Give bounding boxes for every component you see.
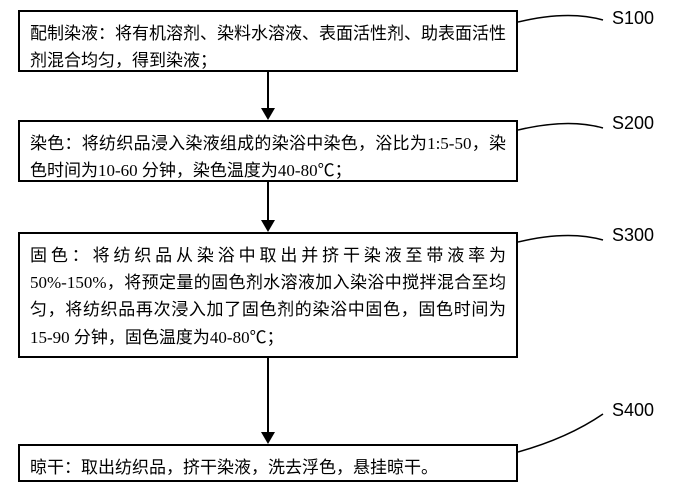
step-text: 染色：将纺织品浸入染液组成的染浴中染色，浴比为1:5-50，染色时间为10-60… bbox=[30, 134, 506, 180]
step-text: 配制染液：将有机溶剂、染料水溶液、表面活性剂、助表面活性剂混合均匀，得到染液； bbox=[30, 24, 506, 70]
step-box-s400: 晾干：取出纺织品，挤干染液，洗去浮色，悬挂晾干。 bbox=[18, 444, 518, 482]
step-label-s200: S200 bbox=[612, 113, 654, 134]
arrow-2 bbox=[261, 182, 275, 232]
arrow-1 bbox=[261, 72, 275, 120]
connector-s200 bbox=[518, 118, 613, 148]
step-label-s400: S400 bbox=[612, 400, 654, 421]
step-box-s300: 固色：将纺织品从染浴中取出并挤干染液至带液率为50%-150%，将预定量的固色剂… bbox=[18, 232, 518, 358]
step-box-s100: 配制染液：将有机溶剂、染料水溶液、表面活性剂、助表面活性剂混合均匀，得到染液； bbox=[18, 10, 518, 72]
step-label-s100: S100 bbox=[612, 8, 654, 29]
connector-s300 bbox=[518, 230, 613, 260]
connector-s400 bbox=[518, 408, 613, 458]
arrow-3 bbox=[261, 358, 275, 444]
step-label-s300: S300 bbox=[612, 225, 654, 246]
connector-s100 bbox=[518, 10, 613, 40]
step-box-s200: 染色：将纺织品浸入染液组成的染浴中染色，浴比为1:5-50，染色时间为10-60… bbox=[18, 120, 518, 182]
step-text: 晾干：取出纺织品，挤干染液，洗去浮色，悬挂晾干。 bbox=[30, 458, 438, 477]
step-text: 固色：将纺织品从染浴中取出并挤干染液至带液率为50%-150%，将预定量的固色剂… bbox=[30, 246, 506, 347]
